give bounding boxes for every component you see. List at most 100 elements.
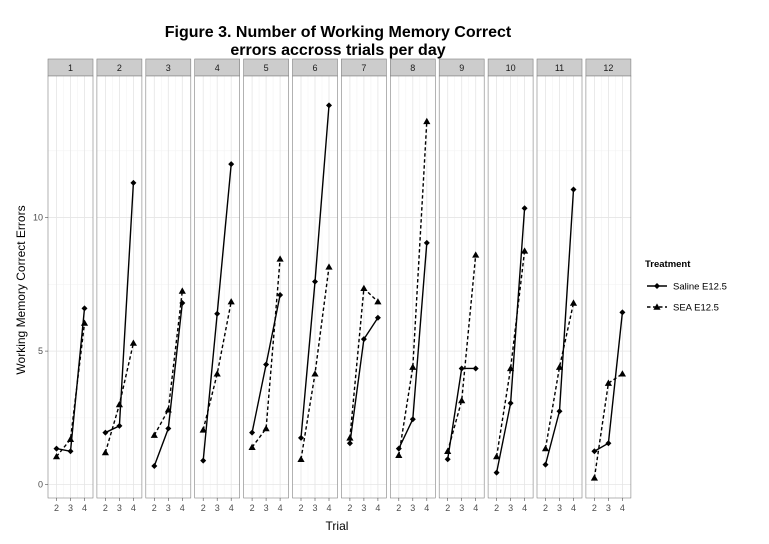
x-tick-label: 2 (347, 503, 352, 513)
legend-key-marker (654, 283, 660, 289)
series-line (544, 302, 575, 449)
x-tick-label: 3 (264, 503, 269, 513)
facet-strip-label: 9 (459, 63, 464, 73)
facet-panel: 42 3 4 (194, 58, 240, 513)
data-point (227, 298, 235, 305)
facet-strip-label: 6 (312, 63, 317, 73)
data-point (262, 424, 270, 432)
x-tick-label: 4 (131, 503, 136, 513)
facet-strip-label: 4 (215, 63, 220, 73)
facet-strip-label: 2 (117, 63, 122, 73)
data-point (444, 456, 451, 463)
data-point (81, 305, 88, 312)
data-point (346, 434, 354, 441)
facet-panel: 7 2 3 4 (341, 58, 387, 513)
x-tick-label: 4 (620, 503, 625, 513)
data-point (311, 370, 319, 377)
data-point (129, 339, 137, 346)
x-tick-label: 2 (103, 503, 108, 513)
data-point (150, 431, 158, 438)
data-point (521, 247, 529, 254)
facet-strip-label: 11 (555, 63, 564, 73)
x-tick-label: 2 (494, 503, 499, 513)
legend-label: Saline E12.5 (673, 282, 727, 293)
x-tick-label: 2 (592, 503, 597, 513)
data-point (101, 448, 109, 456)
facet-strip-label: 7 (361, 63, 366, 73)
x-tick-label: 3 (606, 503, 611, 513)
x-tick-label: 3 (117, 503, 122, 513)
data-point (199, 426, 207, 433)
y-tick-label: 5 (38, 346, 43, 356)
data-point (493, 453, 501, 460)
x-tick-label: 3 (68, 503, 73, 513)
chart-title: Figure 3. Number of Working Memory Corre… (165, 24, 512, 41)
data-point (458, 396, 466, 404)
facet-strip-label: 8 (410, 63, 415, 73)
data-point (444, 447, 452, 454)
series-line (55, 322, 86, 458)
data-point (116, 422, 123, 429)
data-point (276, 255, 284, 262)
facet-strip-label: 10 (506, 63, 516, 73)
data-point (493, 469, 500, 476)
x-tick-label: 3 (312, 503, 317, 513)
data-point (604, 379, 612, 386)
x-tick-label: 3 (410, 503, 415, 513)
data-point (423, 239, 430, 246)
data-point (228, 161, 235, 168)
x-tick-label: 4 (522, 503, 527, 513)
facet-strip-label: 3 (166, 63, 171, 73)
x-tick-label: 3 (557, 503, 562, 513)
x-tick-label: 3 (459, 503, 464, 513)
facet-strip-label: 12 (603, 63, 613, 73)
x-tick-label: 4 (278, 503, 283, 513)
data-point (507, 400, 514, 407)
data-point (605, 440, 612, 447)
x-tick-label: 3 (361, 503, 366, 513)
data-point (164, 406, 172, 413)
facet-panel: 9 2 3 4 (438, 58, 485, 513)
x-tick-label: 4 (375, 503, 380, 513)
x-tick-label: 3 (508, 503, 513, 513)
data-point (200, 457, 207, 464)
data-point (569, 299, 578, 306)
data-point (213, 370, 221, 377)
facet-panel: 11 2 3 4 (536, 58, 583, 513)
x-axis-title: Trial (326, 519, 349, 533)
facet-strip-label: 1 (68, 63, 73, 73)
data-point (277, 292, 284, 299)
x-tick-label: 2 (543, 503, 548, 513)
data-point (472, 251, 480, 258)
x-tick-label: 4 (424, 503, 429, 513)
x-tick-label: 4 (326, 503, 331, 513)
data-point (541, 444, 550, 452)
legend: Treatment Saline E12.5 SEA E12.5 (645, 259, 727, 314)
data-point (360, 336, 367, 343)
x-tick-label: 2 (396, 503, 401, 513)
data-point (151, 462, 158, 469)
y-tick-label: 0 (38, 480, 43, 490)
data-point (507, 364, 515, 372)
facet-panel: 32 3 4 (145, 58, 192, 513)
data-point (374, 314, 381, 321)
legend-title: Treatment (645, 259, 691, 270)
series-line (447, 254, 477, 452)
data-point (556, 408, 563, 415)
x-tick-label: 2 (250, 503, 255, 513)
x-tick-label: 4 (82, 503, 87, 513)
data-point (214, 310, 221, 317)
x-tick-label: 2 (152, 503, 157, 513)
data-point (409, 363, 417, 370)
data-point (618, 370, 626, 377)
data-point (326, 102, 332, 109)
data-point (374, 298, 382, 305)
facet-panel: 6 2 3 4 (292, 58, 338, 513)
data-point (591, 448, 598, 455)
data-point (297, 455, 305, 462)
data-point (178, 287, 186, 294)
series-line (202, 301, 232, 431)
data-point (360, 284, 368, 292)
data-point (325, 263, 333, 270)
